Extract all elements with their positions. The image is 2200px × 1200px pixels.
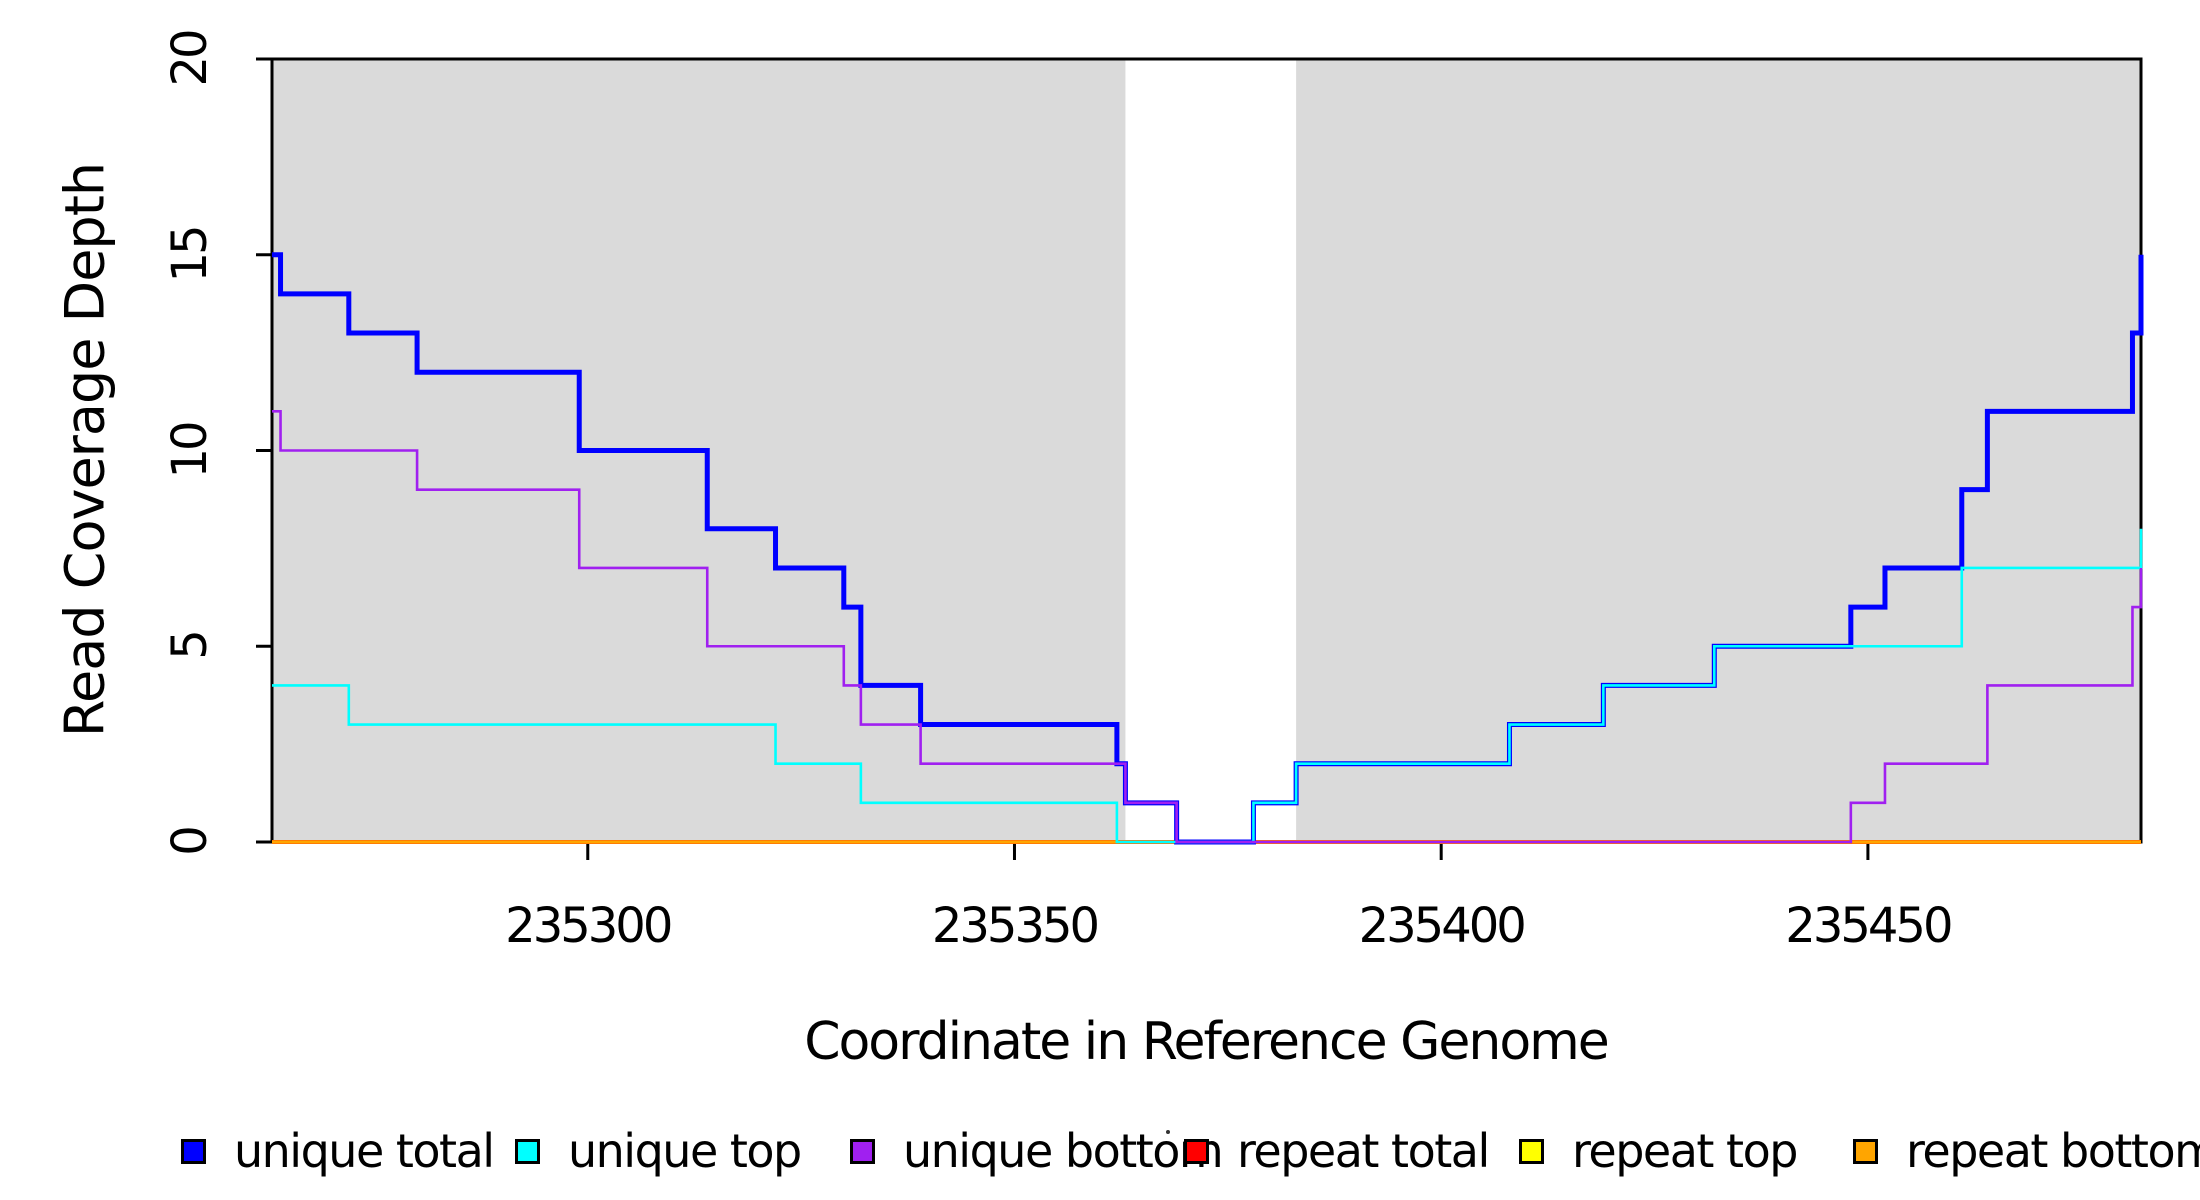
legend-item-unique-bottom: unique bottom <box>850 1124 1224 1178</box>
legend-label: unique bottom <box>903 1124 1224 1178</box>
legend-item-repeat-bottom: repeat bottom <box>1853 1124 2200 1178</box>
series-line-unique-top <box>272 528 2143 844</box>
y-tick-label-20: 20 <box>162 31 218 87</box>
legend-label: repeat top <box>1572 1124 1798 1178</box>
legend-label: repeat bottom <box>1906 1124 2200 1178</box>
legend-item-unique-total: unique total <box>181 1124 495 1178</box>
legend-item-unique-top: unique top <box>515 1124 802 1178</box>
y-tick-label-15: 15 <box>162 227 218 283</box>
shaded-region-2 <box>1296 59 2141 842</box>
legend-item-repeat-total: repeat total <box>1184 1124 1490 1178</box>
legend-label: unique top <box>568 1124 802 1178</box>
y-axis-title: Read Coverage Depth <box>53 162 117 738</box>
y-tick-label-10: 10 <box>162 422 218 479</box>
legend-label: unique total <box>234 1124 495 1178</box>
x-axis-title: Coordinate in Reference Genome <box>804 1012 1610 1072</box>
y-tick-label-0: 0 <box>162 828 218 856</box>
legend-swatch-unique-total <box>181 1138 206 1164</box>
x-tick-label-235350: 235350 <box>931 898 1100 954</box>
legend-swatch-repeat-bottom <box>1853 1138 1878 1164</box>
legend-swatch-repeat-total <box>1184 1138 1209 1164</box>
legend-label: repeat total <box>1237 1124 1490 1178</box>
legend-swatch-unique-top <box>515 1138 540 1164</box>
legend-item-repeat-top: repeat top <box>1519 1124 1798 1178</box>
y-tick-label-5: 5 <box>162 632 218 661</box>
x-tick-label-235400: 235400 <box>1358 898 1527 954</box>
series-line-unique-bottom <box>272 410 2143 844</box>
legend-swatch-repeat-top <box>1519 1138 1544 1164</box>
legend-swatch-unique-bottom <box>850 1138 875 1164</box>
x-tick-label-235450: 235450 <box>1785 898 1953 954</box>
stray-dot-artifact <box>1166 1130 1170 1134</box>
x-tick-label-235300: 235300 <box>505 898 673 954</box>
